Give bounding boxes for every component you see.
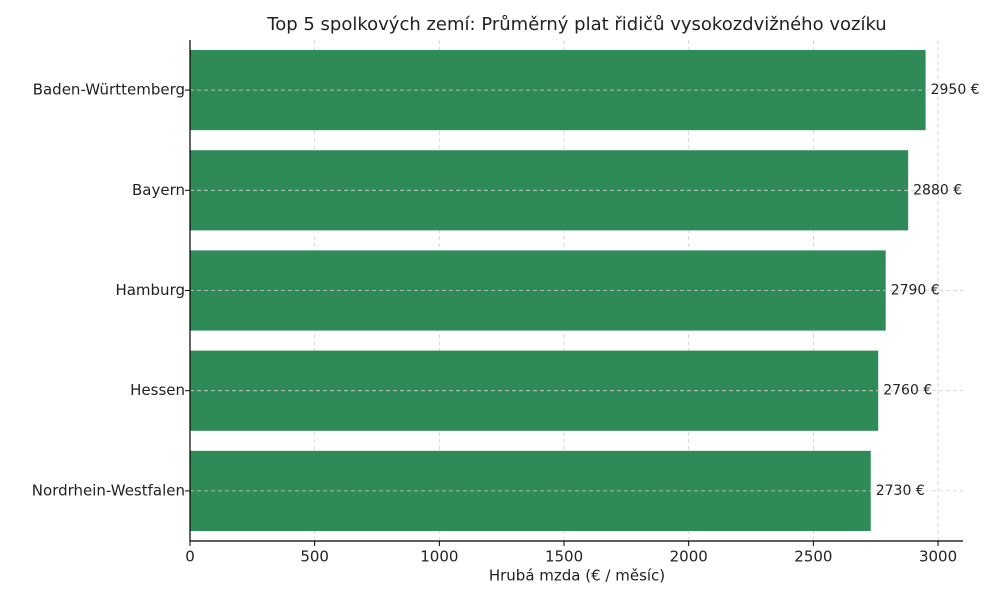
value-label: 2880 € — [913, 182, 962, 198]
x-axis-label: Hrubá mzda (€ / měsíc) — [489, 567, 665, 585]
x-tick-label: 2000 — [670, 548, 708, 566]
value-label: 2730 € — [876, 483, 925, 499]
y-tick-label: Bayern — [132, 181, 185, 199]
value-label: 2950 € — [931, 82, 980, 98]
x-tick-label: 2500 — [794, 548, 832, 566]
x-tick-label: 0 — [185, 548, 195, 566]
value-label: 2790 € — [891, 283, 940, 299]
chart-title: Top 5 spolkových zemí: Průměrný plat řid… — [266, 14, 886, 35]
y-tick-label: Nordrhein-Westfalen — [32, 481, 185, 499]
y-tick-label: Hessen — [130, 381, 185, 399]
x-tick-label: 500 — [300, 548, 329, 566]
x-tick-label: 1000 — [420, 548, 458, 566]
x-tick-label: 3000 — [919, 548, 957, 566]
x-tick-label: 1500 — [545, 548, 583, 566]
y-tick-label: Baden-Württemberg — [33, 81, 185, 99]
y-tick-label: Hamburg — [115, 281, 185, 299]
value-label: 2760 € — [883, 383, 932, 399]
bar — [190, 450, 871, 531]
